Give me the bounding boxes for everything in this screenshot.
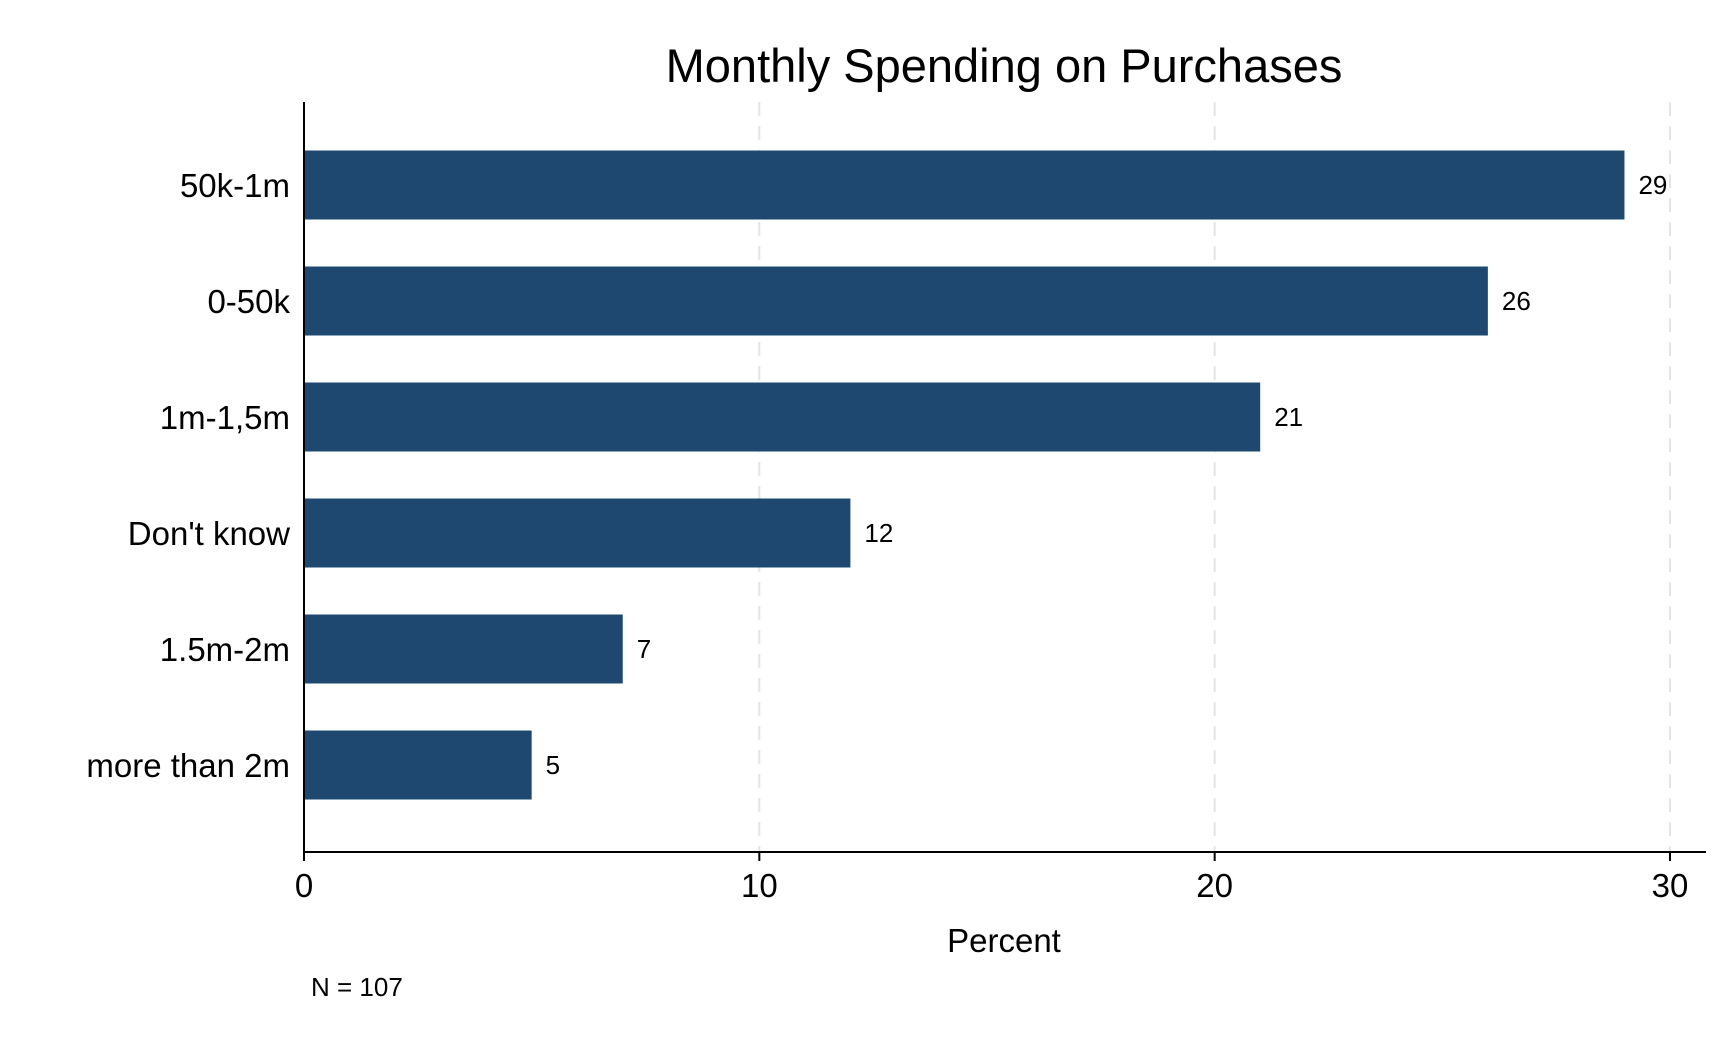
x-tick-label: 30	[1652, 867, 1689, 904]
axes: 50k-1m 0-50k 1m-1,5m Don't know 1.5m-2m more …	[86, 102, 1706, 904]
bar	[304, 150, 1625, 220]
bar-value-label: 7	[637, 634, 651, 664]
category-label: 0-50k	[207, 283, 290, 320]
sample-size-note: N = 107	[311, 972, 403, 1002]
category-label: 1m-1,5m	[160, 399, 290, 436]
x-tick-label: 0	[295, 867, 313, 904]
bar	[304, 614, 623, 684]
bar	[304, 498, 851, 568]
bar-value-label: 5	[546, 750, 560, 780]
bar	[304, 266, 1488, 336]
x-tick-label: 20	[1196, 867, 1233, 904]
bars: 29 26 21 12 7 5	[304, 150, 1667, 800]
bar-value-label: 26	[1502, 286, 1531, 316]
bar	[304, 382, 1261, 452]
bar	[304, 730, 532, 800]
bar-value-label: 21	[1274, 402, 1303, 432]
category-label: 50k-1m	[180, 167, 290, 204]
bar-value-label: 29	[1638, 170, 1667, 200]
category-label: more than 2m	[86, 747, 290, 784]
x-tick-label: 10	[741, 867, 778, 904]
x-axis-title: Percent	[947, 922, 1061, 959]
chart-title: Monthly Spending on Purchases	[666, 39, 1343, 92]
gridlines	[758, 102, 1671, 852]
category-label: Don't know	[128, 515, 290, 552]
category-label: 1.5m-2m	[160, 631, 290, 668]
bar-value-label: 12	[864, 518, 893, 548]
